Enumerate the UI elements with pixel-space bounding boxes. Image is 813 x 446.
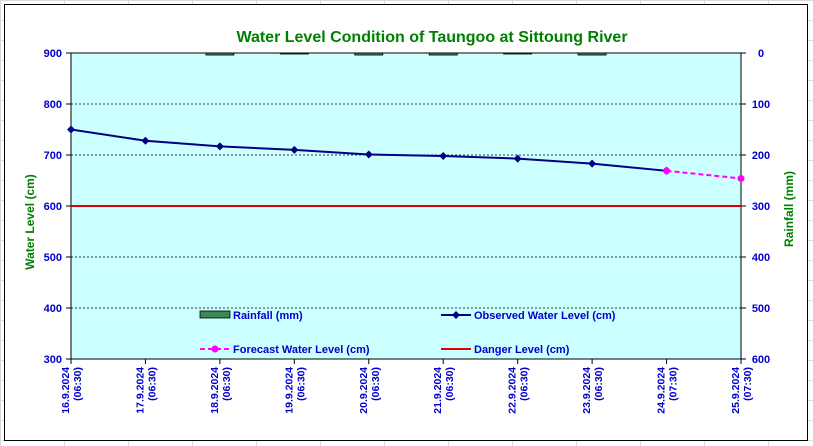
observed-point: [290, 145, 299, 154]
y2-tick-label: 0: [758, 48, 764, 60]
rainfall-bar: [577, 52, 607, 56]
legend: Rainfall (mm) Observed Water Level (cm) Fo…: [199, 310, 616, 356]
legend-marker-observed: [452, 311, 460, 319]
x-tick-date: 24.9.2024: [656, 367, 668, 414]
left-axis-ticks: 300 400 500 600 700 800 900: [44, 48, 71, 366]
x-tick-date: 23.9.2024: [581, 367, 593, 414]
rainfall-bars: [205, 52, 607, 56]
rainfall-bar: [354, 52, 384, 56]
x-tick-label: 17.9.2024 (06:30): [134, 367, 158, 414]
y2-tick-label: 100: [752, 99, 770, 111]
y2-tick-label: 300: [752, 201, 770, 213]
rainfall-bar: [428, 52, 458, 56]
x-tick-label: 22.9.2024 (06:30): [507, 367, 531, 414]
x-tick-date: 19.9.2024: [283, 367, 295, 414]
observed-point: [588, 159, 597, 168]
x-tick-label: 18.9.2024 (06:30): [209, 367, 233, 414]
y2-tick-label: 400: [752, 252, 770, 264]
x-tick-label: 25.9.2024 (07:30): [730, 367, 754, 414]
legend-label: Danger Level (cm): [474, 344, 570, 356]
right-axis-ticks: 0 100 200 300 400 500 600: [741, 48, 770, 366]
observed-point: [439, 152, 448, 161]
x-tick-date: 21.9.2024: [432, 367, 444, 414]
y-tick-label: 500: [44, 252, 62, 264]
y-axis-title: Water Level (cm): [23, 174, 37, 270]
legend-swatch-rainfall: [199, 310, 231, 319]
x-tick-time: (06:30): [72, 367, 84, 401]
rainfall-bar: [205, 52, 235, 56]
legend-label: Observed Water Level (cm): [474, 310, 616, 322]
legend-label: Rainfall (mm): [233, 310, 303, 322]
x-tick-time: (06:30): [593, 367, 605, 401]
y-tick-label: 800: [44, 99, 62, 111]
y2-axis-title: Rainfall (mm): [782, 171, 796, 247]
x-tick-time: (06:30): [370, 367, 382, 401]
x-tick-time: (06:30): [444, 367, 456, 401]
series-lines: [67, 125, 745, 207]
x-tick-time: (07:30): [668, 367, 680, 401]
y-tick-label: 300: [44, 354, 62, 366]
legend-marker-forecast: [211, 345, 219, 353]
x-tick-time: (06:30): [221, 367, 233, 401]
y-tick-label: 700: [44, 150, 62, 162]
x-tick-time: (06:30): [146, 367, 158, 401]
x-tick-time: (06:30): [295, 367, 307, 401]
x-tick-label: 16.9.2024 (06:30): [60, 367, 84, 414]
x-tick-label: 21.9.2024 (06:30): [432, 367, 456, 414]
x-tick-label: 24.9.2024 (07:30): [656, 367, 680, 414]
x-tick-date: 22.9.2024: [507, 367, 519, 414]
x-tick-date: 17.9.2024: [134, 367, 146, 414]
x-tick-label: 20.9.2024 (06:30): [358, 367, 382, 414]
x-tick-label: 23.9.2024 (06:30): [581, 367, 605, 414]
forecast-point: [737, 174, 745, 182]
y2-tick-label: 600: [752, 354, 770, 366]
rainfall-bar: [279, 52, 309, 55]
observed-point: [215, 142, 224, 151]
x-tick-date: 20.9.2024: [358, 367, 370, 414]
rainfall-bar: [503, 52, 533, 55]
y2-tick-label: 200: [752, 150, 770, 162]
y-tick-label: 600: [44, 201, 62, 213]
x-tick-label: 19.9.2024 (06:30): [283, 367, 307, 414]
observed-point: [364, 150, 373, 159]
observed-point: [513, 154, 522, 163]
x-tick-time: (06:30): [519, 367, 531, 401]
x-tick-date: 16.9.2024: [60, 367, 72, 414]
y-tick-label: 900: [44, 48, 62, 60]
forecast-point: [663, 167, 671, 175]
observed-point: [67, 125, 75, 134]
legend-label: Forecast Water Level (cm): [233, 344, 370, 356]
x-axis-ticks: 16.9.2024 (06:30) 17.9.2024 (06:30) 18.9.202…: [60, 359, 754, 414]
y-tick-label: 400: [44, 303, 62, 315]
forecast-water-level-line: [666, 169, 742, 180]
x-tick-date: 18.9.2024: [209, 367, 221, 414]
y2-tick-label: 500: [752, 303, 770, 315]
chart-title: Water Level Condition of Taungoo at Sitt…: [236, 29, 627, 46]
x-tick-time: (07:30): [742, 367, 754, 401]
x-tick-date: 25.9.2024: [730, 367, 742, 414]
observed-point: [141, 136, 150, 145]
